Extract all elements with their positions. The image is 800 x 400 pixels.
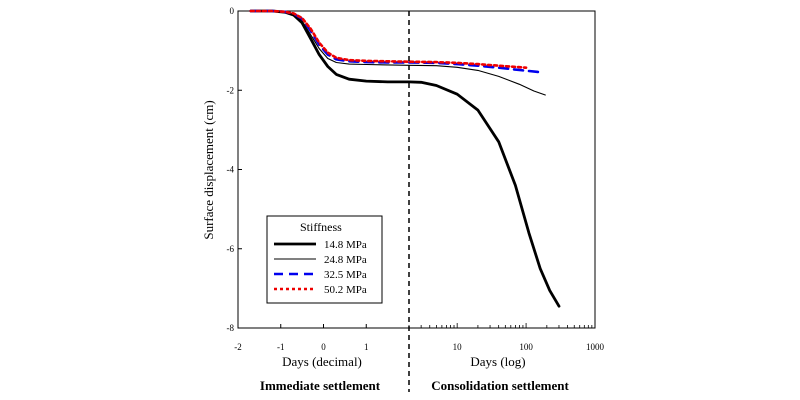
x-tick-label-left: -2 <box>234 342 242 352</box>
x-axis-label-left: Days (decimal) <box>282 354 362 369</box>
x-axis-label-right: Days (log) <box>470 354 525 369</box>
y-tick-label: -8 <box>227 323 235 333</box>
x-tick-label-left: -1 <box>277 342 285 352</box>
y-tick-label: -6 <box>227 244 235 254</box>
y-axis-label: Surface displacement (cm) <box>201 100 216 239</box>
section-label-consolidation: Consolidation settlement <box>431 378 569 393</box>
x-tick-label-left: 1 <box>364 342 369 352</box>
y-tick-label: 0 <box>230 6 235 16</box>
legend-entry-2: 24.8 MPa <box>324 254 367 266</box>
series-line-4 <box>249 9 528 69</box>
y-tick-label: -2 <box>227 85 235 95</box>
legend-items: 14.8 MPa 24.8 MPa 32.5 MPa 50.2 MPa <box>274 239 367 296</box>
series-line-1 <box>249 9 561 308</box>
legend-entry-1: 14.8 MPa <box>324 239 367 251</box>
axes-layer: 0 -2 -4 -6 -8 -2 -1 0 1 10 100 1000 <box>227 6 605 392</box>
series-layer <box>249 9 561 308</box>
x-tick-label-right: 100 <box>519 342 533 352</box>
x-tick-label-right: 10 <box>453 342 463 352</box>
legend-entry-4: 50.2 MPa <box>324 284 367 296</box>
x-tick-label-left: 0 <box>321 342 326 352</box>
legend-entry-3: 32.5 MPa <box>324 269 367 281</box>
y-tick-label: -4 <box>227 165 235 175</box>
x-tick-label-right: 1000 <box>586 342 605 352</box>
legend: Stiffness 14.8 MPa 24.8 MPa 32.5 MPa 50.2 M… <box>266 215 383 304</box>
section-label-immediate: Immediate settlement <box>260 378 381 393</box>
legend-title: Stiffness <box>300 220 342 234</box>
series-line-3 <box>249 9 540 74</box>
